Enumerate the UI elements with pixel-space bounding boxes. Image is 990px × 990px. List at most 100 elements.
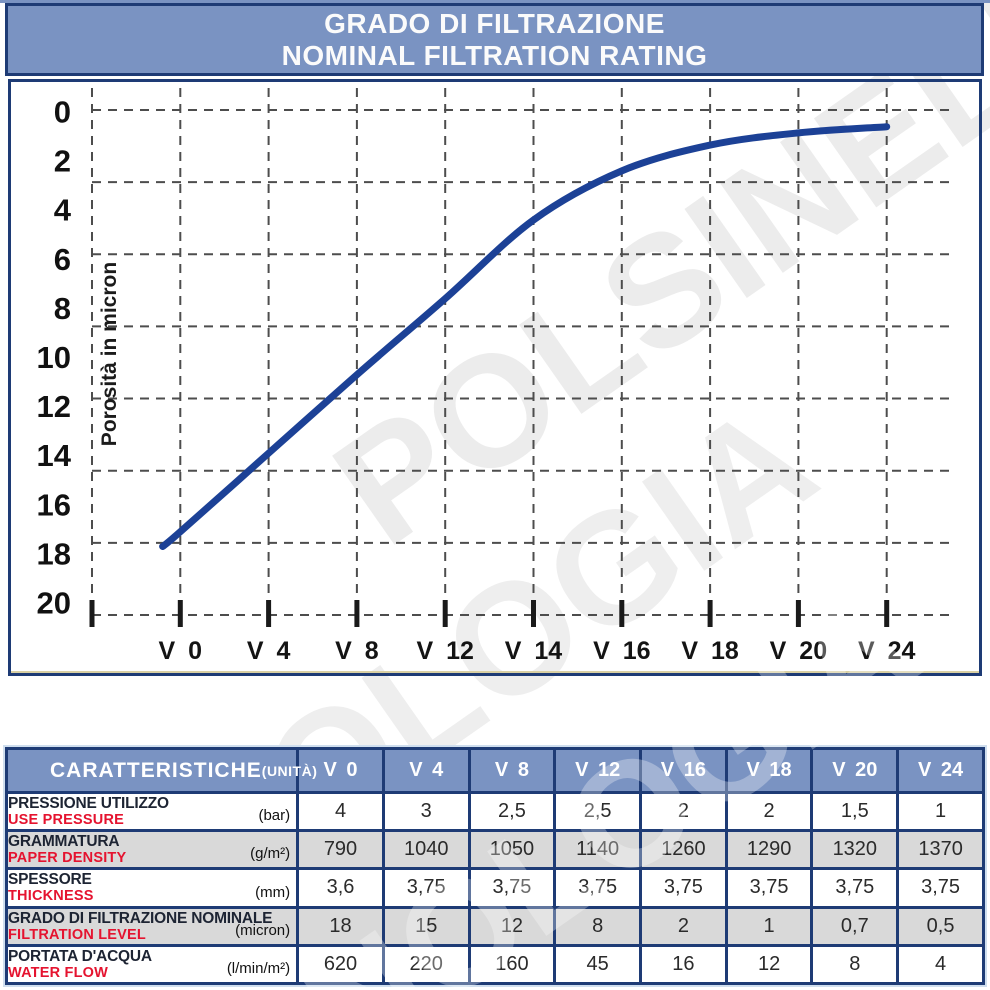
column-header: V 12 [553,747,643,794]
spec-value-cell: 1040 [381,829,471,871]
spec-value-cell: 1260 [639,829,728,871]
spec-value-cell: 2 [639,905,728,947]
spec-value-cell: 1050 [467,829,557,871]
spec-value-cell: 1370 [896,829,985,871]
y-axis-label: 14 [37,438,72,473]
title-line-english: NOMINAL FILTRATION RATING [281,40,708,71]
header-caratteristiche-flex: CARATTERISTICHE (UNITÀ) [8,758,317,783]
spec-value-cell: 1,5 [810,790,900,833]
column-header: V 24 [896,747,985,794]
row-label-names: SPESSORE THICKNESS [8,871,296,904]
spec-value-cell: 2,5 [553,790,643,833]
row-label-names: PRESSIONE UTILIZZO USE PRESSURE [8,795,296,828]
row-unit: (mm) [255,883,291,901]
axis-tick [795,600,801,627]
table-unit-label: (UNITÀ) [261,762,318,779]
spec-value-cell: 3,6 [296,867,385,909]
spec-value-cell: 2 [724,790,814,833]
y-axis-label: 12 [37,389,71,424]
spec-value-cell: 3,75 [381,867,471,909]
axis-tick [619,600,625,627]
porosity-line-chart: V 0 V 4 V 8 V 12 V 14 V 16 V 18 V 20 V 24 0 2 4 6 8 10… [37,88,953,665]
table-row: GRADO DI FILTRAZIONE NOMINALE FILTRATION … [4,905,985,947]
x-axis-label: V 8 [335,637,379,665]
table-row: SPESSORE THICKNESS (mm) 3,6 3,75 3,75 3,75 3,75… [4,867,985,909]
spec-value-cell: 1290 [724,829,814,871]
spec-value-cell: 1320 [810,829,900,871]
filtration-chart-panel: V 0 V 4 V 8 V 12 V 14 V 16 V 18 V 20 V 24 0 2 4 6 8 10… [8,79,982,676]
row-label-cell: GRADO DI FILTRAZIONE NOMINALE FILTRATION … [4,905,300,947]
spec-value-cell: 790 [296,829,385,871]
spec-value-cell: 3,75 [639,867,728,909]
axis-tick [884,600,890,627]
axis-tick [354,600,360,627]
spec-value-cell: 3,75 [896,867,985,909]
spec-value-cell: 3,75 [467,867,557,909]
row-label-english: USE PRESSURE [8,812,125,829]
axis-tick [442,600,448,627]
column-header: V 0 [296,747,385,794]
spec-value-cell: 2,5 [467,790,557,833]
table-row: PRESSIONE UTILIZZO USE PRESSURE (bar) 4 3 2,5… [4,790,985,833]
spec-value-cell: 1 [896,790,985,833]
spec-value-cell: 160 [467,943,557,986]
y-axis-title: Porosità in micron [98,262,121,446]
x-axis-labels: V 0 V 4 V 8 V 12 V 14 V 16 V 18 V 20 V 24 [159,637,916,665]
porosity-curve [159,123,891,550]
spec-value-cell: 4 [896,943,985,986]
spec-value-cell: 12 [724,943,814,986]
row-label-names: PORTATA D'ACQUA WATER FLOW [8,948,296,981]
spec-value-cell: 45 [553,943,643,986]
tan-accent-line [11,671,979,673]
y-axis-label: 18 [37,536,71,571]
row-label-italian: PRESSIONE UTILIZZO [8,795,169,813]
row-label-cell: GRAMMATURA PAPER DENSITY (g/m²) [4,829,300,871]
row-label-english: FILTRATION LEVEL [8,926,146,943]
axis-tick [266,600,272,627]
row-unit: (g/m²) [250,845,291,863]
spec-value-cell: 3,75 [810,867,900,909]
row-label-italian: SPESSORE [8,871,92,889]
spec-value-cell: 620 [296,943,385,986]
y-axis-label: 16 [37,487,71,522]
x-axis-label: V 0 [159,637,203,665]
x-axis-ticks [89,600,890,627]
row-label-cell: PORTATA D'ACQUA WATER FLOW (l/min/m²) [4,943,300,986]
row-unit: (micron) [235,921,291,939]
row-label-cell: PRESSIONE UTILIZZO USE PRESSURE (bar) [4,790,300,833]
spec-value-cell: 3 [381,790,471,833]
axis-tick [707,600,713,627]
x-axis-label: V 4 [247,637,291,665]
x-axis-label: V 24 [858,637,916,665]
row-label-names: GRAMMATURA PAPER DENSITY [8,833,296,866]
y-axis-label: 0 [54,95,71,130]
y-axis-label: 2 [54,144,71,179]
y-axis-labels: 0 2 4 6 8 10 12 14 16 18 20 [37,95,72,621]
column-header: V 20 [810,747,900,794]
column-header: V 8 [467,747,557,794]
column-header: V 18 [724,747,814,794]
axis-tick [89,600,95,627]
row-unit: (bar) [258,807,291,825]
table-title: CARATTERISTICHE [50,758,262,782]
spec-value-cell: 8 [553,905,643,947]
x-axis-label: V 14 [505,637,563,665]
x-axis-label: V 18 [681,637,739,665]
axis-tick [177,600,183,627]
top-border-strip [0,0,990,3]
spec-value-cell: 3,75 [724,867,814,909]
spec-value-cell: 4 [296,790,385,833]
x-axis-label: V 16 [593,637,650,665]
row-label-english: WATER FLOW [8,964,108,981]
table-row: PORTATA D'ACQUA WATER FLOW (l/min/m²) 620 22… [4,943,985,986]
y-axis-label: 10 [37,340,71,375]
y-axis-label: 20 [37,586,71,621]
axis-tick [531,600,536,627]
row-label-italian: PORTATA D'ACQUA [8,947,152,965]
spec-value-cell: 12 [467,905,557,947]
spec-value-cell: 18 [296,905,385,947]
column-header: V 16 [639,747,728,794]
